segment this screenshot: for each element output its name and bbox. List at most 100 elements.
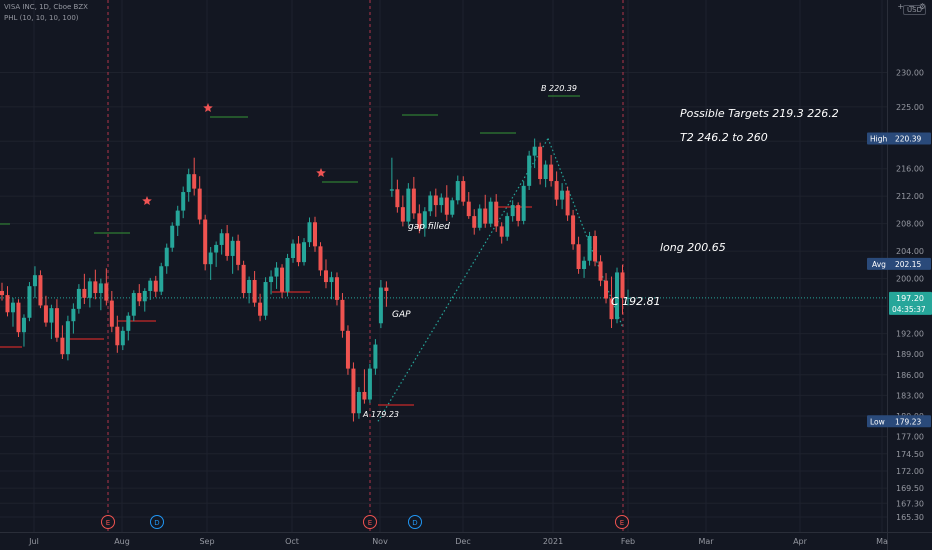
candle-body xyxy=(560,190,565,200)
high-label: High xyxy=(870,135,887,144)
candle-body xyxy=(593,236,598,262)
price-tick-label: 225.00 xyxy=(896,103,924,112)
candle xyxy=(620,264,625,315)
candle xyxy=(131,290,136,322)
candle-body xyxy=(576,244,581,269)
price-tick-label: 186.00 xyxy=(896,371,924,380)
candle xyxy=(461,176,466,206)
candle xyxy=(87,277,92,308)
candle-body xyxy=(582,260,587,269)
candle-body xyxy=(494,201,499,227)
candle xyxy=(225,225,230,261)
candle xyxy=(10,297,15,327)
candle-body xyxy=(170,225,175,248)
currency-badge[interactable]: USD xyxy=(903,5,926,15)
candle xyxy=(378,279,383,329)
candle xyxy=(98,278,103,311)
last-price-tag-bg xyxy=(889,291,932,315)
star-icon xyxy=(203,103,213,112)
candle xyxy=(351,362,356,422)
low-value-label: 179.23 xyxy=(895,417,921,426)
candle-body xyxy=(472,216,477,228)
candle xyxy=(483,194,488,228)
candle xyxy=(203,214,208,271)
candle xyxy=(214,241,219,267)
candle-body xyxy=(296,243,301,263)
candle xyxy=(587,231,592,266)
candle-body xyxy=(362,391,367,400)
price-tick-label: 177.00 xyxy=(896,433,924,442)
time-axis[interactable]: Jul Aug Sep Oct Nov Dec 2021 Feb Mar Apr Ma xyxy=(0,532,932,547)
candle xyxy=(60,325,65,359)
candle xyxy=(230,236,235,274)
minus-icon[interactable]: − xyxy=(908,2,915,11)
candle-body xyxy=(466,201,471,217)
candle-body xyxy=(263,282,268,316)
candle-body xyxy=(274,267,279,277)
candle-body xyxy=(98,283,103,294)
candle xyxy=(285,253,290,297)
time-tick-label: Aug xyxy=(114,537,130,546)
candle xyxy=(71,303,76,334)
candle xyxy=(538,142,543,185)
dividend-marker[interactable]: D xyxy=(150,515,164,529)
candle-body xyxy=(318,246,323,271)
earnings-marker[interactable]: E xyxy=(363,515,377,529)
price-tick-label: 189.00 xyxy=(896,350,924,359)
earnings-marker[interactable]: E xyxy=(101,515,115,529)
candle xyxy=(373,339,378,375)
candle-body xyxy=(527,155,532,186)
earnings-lines xyxy=(107,0,624,532)
avg-value-label: 202.15 xyxy=(895,260,921,269)
candle-body xyxy=(609,298,614,320)
candle-body xyxy=(27,286,32,318)
gear-icon[interactable]: ⚙ xyxy=(918,2,926,11)
candle-body xyxy=(241,264,246,294)
star-icon xyxy=(142,196,152,205)
targets-annotation: Possible Targets 219.3 226.2 xyxy=(680,107,839,120)
t2-annotation: T2 246.2 to 260 xyxy=(680,131,768,144)
candle-body xyxy=(499,226,504,237)
candle xyxy=(54,299,59,342)
candle xyxy=(411,176,416,219)
c-point-label: C 192.81 xyxy=(611,295,661,308)
candle-body xyxy=(181,192,186,211)
candle xyxy=(400,195,405,227)
candle-body xyxy=(203,219,208,265)
price-labels: 165.30167.30169.50172.00174.50177.00180.… xyxy=(867,69,932,522)
price-tick-label: 208.00 xyxy=(896,220,924,229)
candle-body xyxy=(131,293,136,316)
candle xyxy=(16,299,21,338)
candle-body xyxy=(505,216,510,237)
candle xyxy=(109,290,114,333)
candle xyxy=(554,171,559,206)
candle-body xyxy=(373,344,378,369)
trend-drawings xyxy=(0,95,888,422)
candle xyxy=(521,181,526,225)
candle-body xyxy=(488,201,493,224)
candle-body xyxy=(587,236,592,261)
candle-body xyxy=(236,240,241,265)
time-tick-label: Nov xyxy=(372,537,388,546)
time-tick-label: Mar xyxy=(698,537,714,546)
annotations: Possible Targets 219.3 226.2 T2 246.2 to… xyxy=(362,84,839,419)
plus-icon[interactable]: + xyxy=(897,2,905,11)
candle xyxy=(307,217,312,248)
candle xyxy=(241,260,246,298)
candle-body xyxy=(384,287,389,291)
dividend-marker[interactable]: D xyxy=(408,515,422,529)
price-tick-label: 230.00 xyxy=(896,69,924,78)
candle-body xyxy=(439,197,444,206)
candle-body xyxy=(340,299,345,331)
candle xyxy=(433,188,438,217)
candle xyxy=(170,222,175,252)
candle xyxy=(450,197,455,218)
indicator-legend: PHL (10, 10, 10, 100) xyxy=(4,14,79,22)
earnings-marker[interactable]: E xyxy=(615,515,629,529)
price-tick-label: 212.00 xyxy=(896,192,924,201)
candle xyxy=(417,204,422,234)
candle-body xyxy=(32,275,37,287)
candle xyxy=(175,205,180,237)
